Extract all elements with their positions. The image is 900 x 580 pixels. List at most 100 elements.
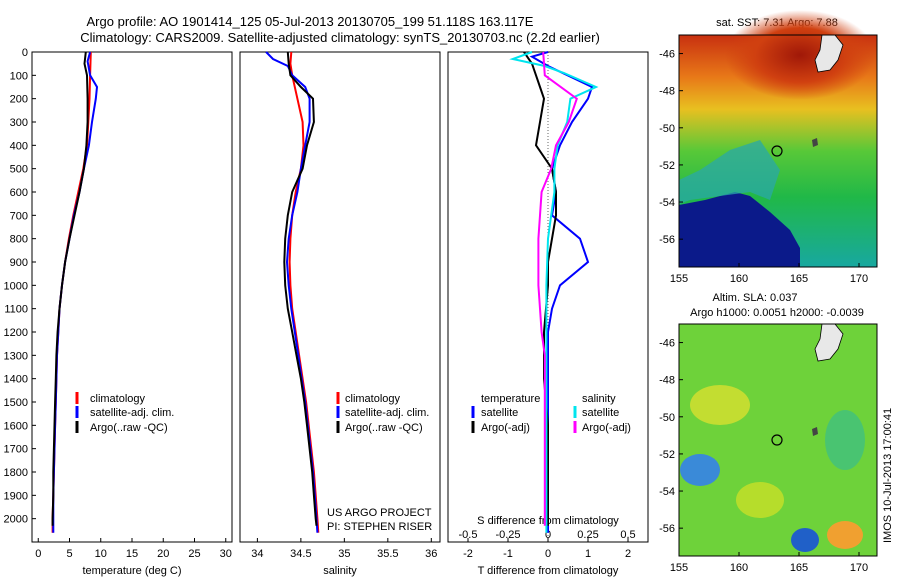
- sla-patch: [825, 410, 865, 470]
- credit-pi: PI: STEPHEN RISER: [327, 521, 432, 533]
- temperature-panel: 0100200300400500600700800900100011001200…: [4, 47, 233, 577]
- sla-patch: [736, 482, 784, 518]
- sla-map-title: Altim. SLA: 0.037: [713, 292, 798, 304]
- sla-map-axes: 155 160 165 170 -46 -48 -50 -52 -54 -56: [659, 338, 868, 574]
- legend-label-argo: Argo(..raw -QC): [345, 422, 423, 434]
- map-y-tick-label: -56: [659, 234, 675, 246]
- x-axis-label: temperature (deg C): [82, 565, 181, 577]
- x-tick-label: 0: [35, 548, 41, 560]
- y-tick-label: 1700: [4, 444, 28, 456]
- sla-map-subtitle: Argo h1000: 0.0051 h2000: -0.0039: [690, 307, 864, 319]
- x-tick-label: 35.5: [377, 548, 398, 560]
- y-tick-label: 900: [10, 257, 28, 269]
- map-y-tick-label: -50: [659, 123, 675, 135]
- x-tick-label: 25: [188, 548, 200, 560]
- salinity-x-tick-label: 0.25: [577, 529, 598, 541]
- sla-map: [678, 323, 878, 557]
- y-tick-label: 1300: [4, 350, 28, 362]
- y-tick-label: 1100: [4, 304, 28, 316]
- map-y-tick-label: -50: [659, 412, 675, 424]
- map-x-tick-label: 160: [730, 562, 748, 574]
- x-tick-label: 36: [425, 548, 437, 560]
- x-tick-label: -2: [463, 548, 473, 560]
- legend-label-satellite: satellite-adj. clim.: [90, 407, 174, 419]
- salinity-x-tick-label: -0.25: [495, 529, 520, 541]
- y-tick-label: 1200: [4, 327, 28, 339]
- sst-land-new-zealand: [814, 34, 844, 73]
- plot-frame: [31, 51, 233, 543]
- salinity-panel: 34 34.5 35 35.5 36 salinity: [239, 51, 441, 577]
- map-y-tick-label: -52: [659, 160, 675, 172]
- y-tick-label: 1000: [4, 280, 28, 292]
- sst-land-island: [812, 138, 818, 147]
- legend-label-sal-satellite: satellite: [582, 407, 619, 419]
- y-tick-label: 1500: [4, 397, 28, 409]
- legend-label-climatology: climatology: [90, 393, 146, 405]
- series-line-argo-raw-qc-: [283, 51, 318, 526]
- x-tick-label: 15: [126, 548, 138, 560]
- x-tick-label: 2: [625, 548, 631, 560]
- plot-frame: [239, 51, 441, 543]
- y-tick-label: 1600: [4, 420, 28, 432]
- legend-label-temp-argo: Argo(-adj): [481, 422, 530, 434]
- map-x-tick-label: 155: [670, 273, 688, 285]
- map-y-tick-label: -54: [659, 197, 675, 209]
- map-x-tick-label: 155: [670, 562, 688, 574]
- sla-patch: [827, 521, 863, 549]
- y-tick-label: 2000: [4, 514, 28, 526]
- sst-warm-region: [725, 10, 875, 100]
- sst-cold-region: [679, 192, 800, 267]
- series-line-temperature-satellite: [529, 51, 594, 533]
- sla-argo-position-marker: [771, 434, 783, 446]
- series-line-climatology: [51, 51, 92, 533]
- map-x-tick-label: 160: [730, 273, 748, 285]
- x-tick-label: 34: [251, 548, 263, 560]
- y-tick-label: 200: [10, 94, 28, 106]
- y-tick-label: 100: [10, 70, 28, 82]
- x-tick-label: 34.5: [290, 548, 311, 560]
- difference-panel: -2 -1 0 1 2 T difference from climatology -0.5…: [447, 51, 649, 577]
- y-tick-label: 700: [10, 210, 28, 222]
- legend-label-sal-argo: Argo(-adj): [582, 422, 631, 434]
- map-y-tick-label: -56: [659, 523, 675, 535]
- series-line-salinity-satellite: [509, 51, 599, 533]
- y-tick-label: 400: [10, 140, 28, 152]
- sla-patch: [680, 454, 720, 486]
- sla-land-island: [812, 427, 818, 436]
- x-tick-label: 35: [338, 548, 350, 560]
- figure-title-line1: Argo profile: AO 1901414_125 05-Jul-2013…: [87, 14, 534, 29]
- y-tick-label: 1900: [4, 490, 28, 502]
- figure-title-line2: Climatology: CARS2009. Satellite-adjuste…: [80, 30, 600, 45]
- series-line-salinity-argo-adj-: [537, 51, 578, 526]
- y-tick-label: 600: [10, 187, 28, 199]
- map-x-tick-label: 165: [790, 562, 808, 574]
- map-y-tick-label: -54: [659, 486, 675, 498]
- series-line-satellite-adj-clim-: [52, 51, 99, 533]
- x-axis-label: T difference from climatology: [478, 565, 619, 577]
- y-tick-label: 0: [22, 47, 28, 59]
- x-tick-label: 1: [585, 548, 591, 560]
- y-tick-label: 1800: [4, 467, 28, 479]
- salinity-x-tick-label: -0.5: [459, 529, 478, 541]
- map-x-tick-label: 170: [850, 273, 868, 285]
- x-tick-label: 20: [157, 548, 169, 560]
- legend-label-satellite: satellite-adj. clim.: [345, 407, 429, 419]
- series-line-argo-raw-qc-: [51, 51, 89, 526]
- sst-cool-band: [679, 140, 780, 204]
- legend-label-argo: Argo(..raw -QC): [90, 422, 168, 434]
- legend-title-temperature: temperature: [481, 393, 540, 405]
- credit-project: US ARGO PROJECT: [327, 507, 432, 519]
- sla-patch: [791, 528, 819, 552]
- map-y-tick-label: -52: [659, 449, 675, 461]
- map-x-tick-label: 165: [790, 273, 808, 285]
- x-tick-label: -1: [503, 548, 513, 560]
- map-x-tick-label: 170: [850, 562, 868, 574]
- sla-map-frame: [678, 323, 878, 557]
- timestamp-label: IMOS 10-Jul-2013 17:00:41: [882, 408, 894, 543]
- x-tick-label: 30: [220, 548, 232, 560]
- map-y-tick-label: -46: [659, 49, 675, 61]
- salinity-legend: climatology satellite-adj. clim. Argo(..…: [336, 392, 429, 434]
- series-line-temperature-argo-adj-: [523, 51, 557, 526]
- difference-legend: temperature satellite Argo(-adj) salinit…: [471, 393, 631, 434]
